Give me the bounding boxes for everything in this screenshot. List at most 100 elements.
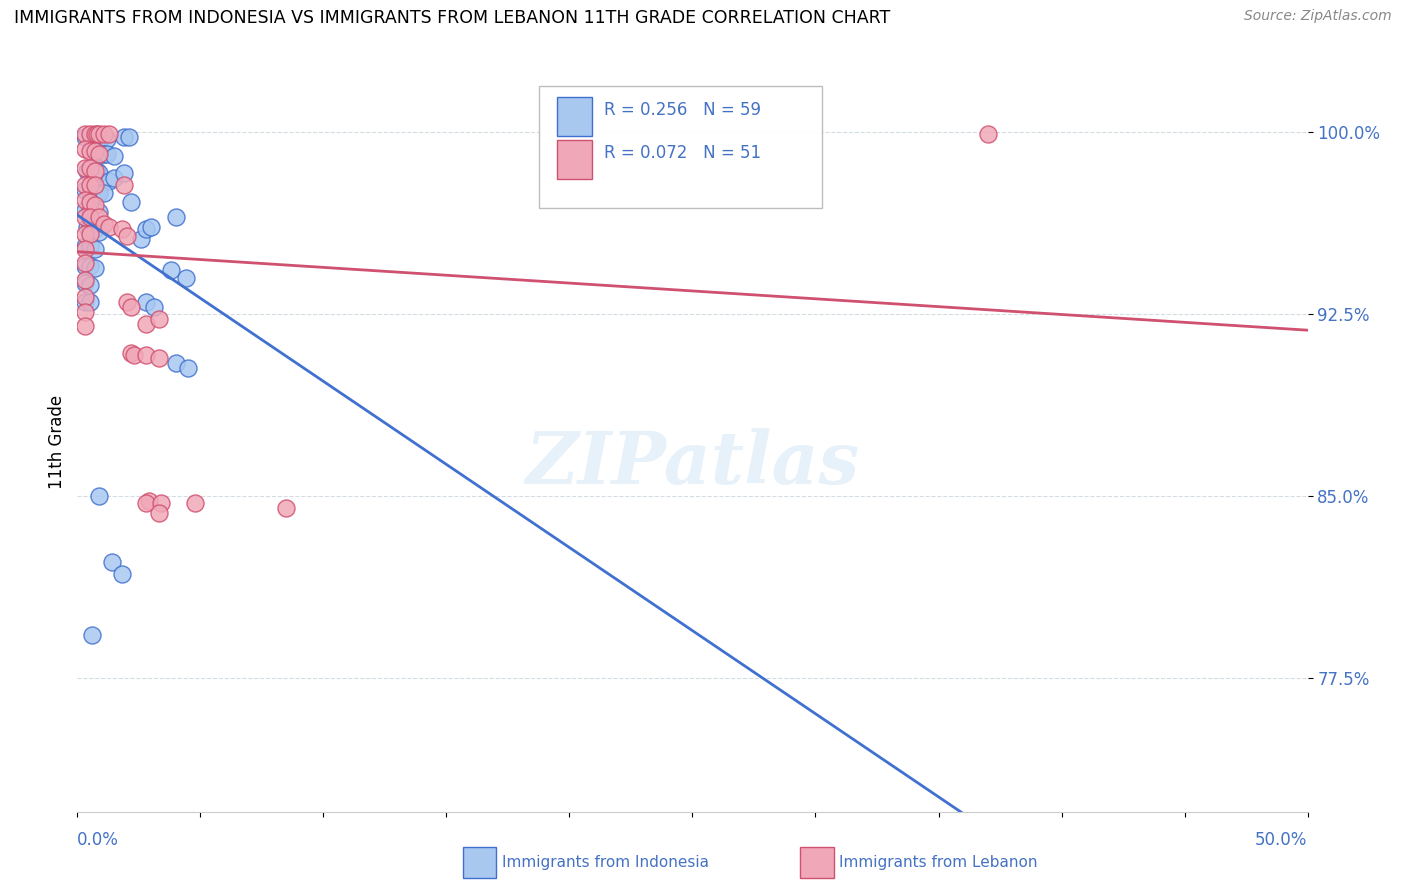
- Point: [73, 129, 96, 144]
- Point: [83, 164, 105, 178]
- Point: [83, 260, 105, 275]
- Point: [73, 193, 96, 207]
- Point: [103, 171, 125, 186]
- Point: [135, 222, 157, 236]
- Point: [86, 186, 108, 200]
- Text: Source: ZipAtlas.com: Source: ZipAtlas.com: [1244, 9, 1392, 23]
- Point: [79, 186, 101, 200]
- Point: [112, 178, 135, 193]
- Point: [135, 348, 157, 362]
- Point: [79, 161, 101, 176]
- Point: [148, 506, 170, 520]
- Point: [90, 147, 114, 161]
- Point: [121, 346, 143, 360]
- Point: [73, 290, 96, 304]
- Point: [89, 489, 111, 503]
- Point: [82, 129, 104, 144]
- Point: [148, 351, 170, 365]
- Point: [79, 227, 101, 241]
- Point: [82, 164, 104, 178]
- Bar: [557, 97, 592, 136]
- Point: [93, 186, 115, 200]
- Point: [165, 210, 187, 224]
- Point: [79, 239, 101, 253]
- Point: [122, 348, 145, 362]
- Point: [73, 273, 96, 287]
- Point: [89, 210, 111, 224]
- Point: [101, 555, 124, 569]
- Text: 0.0%: 0.0%: [77, 831, 120, 849]
- Point: [148, 312, 170, 326]
- Point: [83, 129, 105, 144]
- Point: [96, 132, 118, 146]
- Point: [83, 222, 105, 236]
- FancyBboxPatch shape: [538, 87, 821, 209]
- Point: [83, 205, 105, 219]
- Point: [98, 128, 121, 142]
- Point: [111, 222, 132, 236]
- Text: 50.0%: 50.0%: [1256, 831, 1308, 849]
- Point: [79, 210, 101, 224]
- Point: [89, 225, 111, 239]
- Point: [121, 195, 143, 210]
- Point: [129, 232, 153, 246]
- Point: [121, 300, 143, 314]
- Point: [73, 128, 96, 142]
- Point: [112, 129, 135, 144]
- Point: [90, 129, 114, 144]
- Point: [73, 161, 96, 176]
- Point: [79, 178, 101, 193]
- Point: [177, 360, 200, 375]
- Point: [111, 566, 132, 581]
- Point: [96, 147, 118, 161]
- Point: [73, 183, 96, 197]
- Point: [93, 128, 115, 142]
- Point: [73, 319, 96, 334]
- Point: [115, 295, 138, 310]
- Point: [83, 128, 105, 142]
- Point: [73, 239, 96, 253]
- Point: [174, 270, 197, 285]
- Point: [82, 627, 104, 641]
- Point: [89, 166, 111, 180]
- Point: [79, 259, 101, 273]
- Point: [73, 142, 96, 156]
- Y-axis label: 11th Grade: 11th Grade: [48, 394, 66, 489]
- Point: [86, 128, 108, 142]
- Point: [160, 263, 183, 277]
- Point: [73, 227, 96, 241]
- Text: ZIPatlas: ZIPatlas: [526, 428, 859, 500]
- Point: [86, 164, 108, 178]
- Text: Immigrants from Indonesia: Immigrants from Indonesia: [502, 855, 709, 870]
- Point: [135, 496, 157, 510]
- Point: [83, 198, 105, 212]
- Point: [118, 129, 141, 144]
- Point: [79, 128, 101, 142]
- Point: [76, 164, 98, 178]
- Point: [977, 128, 1000, 142]
- Point: [98, 219, 121, 234]
- Point: [83, 145, 105, 159]
- Point: [89, 128, 111, 142]
- Point: [76, 219, 98, 234]
- Point: [98, 173, 121, 187]
- Point: [73, 178, 96, 193]
- Point: [138, 494, 160, 508]
- Point: [79, 219, 101, 234]
- Text: Immigrants from Lebanon: Immigrants from Lebanon: [839, 855, 1038, 870]
- Point: [89, 186, 111, 200]
- Point: [79, 145, 101, 159]
- Point: [83, 186, 105, 200]
- Point: [135, 295, 157, 310]
- Bar: [557, 140, 592, 178]
- Point: [165, 356, 187, 370]
- Point: [112, 166, 135, 180]
- Text: R = 0.072   N = 51: R = 0.072 N = 51: [605, 144, 761, 161]
- Point: [89, 129, 111, 144]
- Point: [115, 229, 138, 244]
- Point: [135, 317, 157, 331]
- Point: [79, 202, 101, 217]
- Point: [73, 304, 96, 318]
- Point: [73, 256, 96, 270]
- Point: [83, 178, 105, 193]
